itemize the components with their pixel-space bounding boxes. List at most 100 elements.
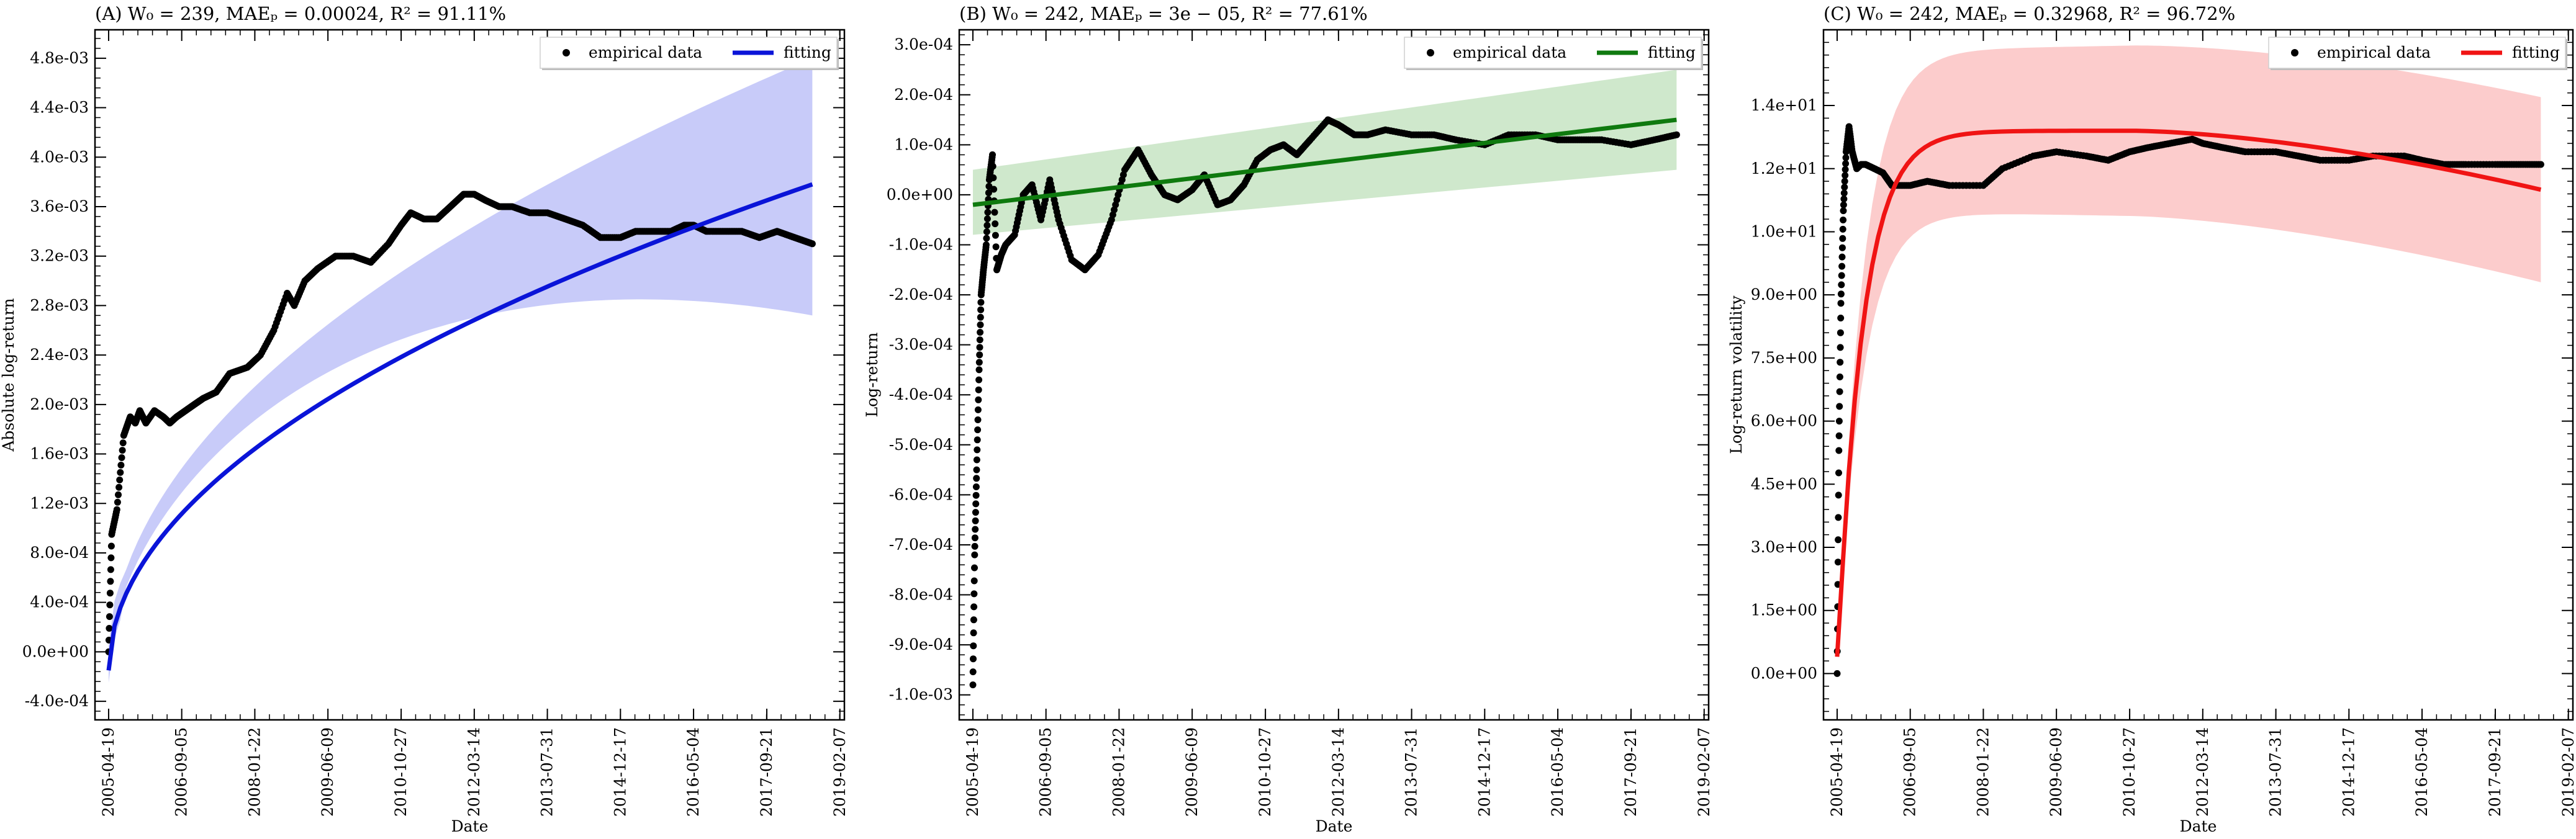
chart-2-y-tick-label: 1.5e+00: [1751, 601, 1817, 619]
chart-1-point: [971, 534, 978, 542]
chart-2-y-tick-label: 3.0e+00: [1751, 538, 1817, 556]
chart-2-point: [1835, 536, 1842, 544]
chart-0-x-tick-label: 2009-06-09: [319, 727, 337, 817]
chart-0-x-tick-label: 2008-01-22: [245, 727, 263, 817]
chart-1-point: [970, 577, 978, 585]
chart-1-point: [1673, 131, 1680, 138]
chart-2-point: [1838, 262, 1846, 270]
chart-0-y-tick-label: 4.4e-03: [30, 99, 89, 117]
chart-1-point: [974, 416, 982, 423]
chart-1-point: [970, 655, 977, 663]
chart-2-y-tick-label: 1.4e+01: [1751, 96, 1817, 114]
chart-0-point: [119, 447, 126, 454]
chart-0-y-tick-label: 4.0e-03: [30, 148, 89, 166]
chart-2-x-tick-label: 2009-06-09: [2047, 727, 2065, 817]
chart-1-y-tick-label: -4.0e-04: [889, 385, 953, 403]
chart-2-x-tick-label: 2017-09-21: [2486, 727, 2504, 817]
chart-2-y-tick-label: 9.0e+00: [1751, 285, 1817, 303]
chart-2-point: [2537, 161, 2544, 168]
chart-1-point: [970, 629, 977, 637]
chart-0-point: [107, 542, 115, 550]
chart-1-y-tick-label: 1.0e-04: [894, 135, 953, 153]
chart-0-point: [107, 554, 115, 562]
chart-0-point: [106, 590, 114, 597]
chart-1-point: [974, 406, 982, 413]
chart-2-y-tick-label: 6.0e+00: [1751, 412, 1817, 430]
chart-2-x-tick-label: 2006-09-05: [1901, 727, 1919, 817]
chart-1-point: [982, 241, 990, 248]
chart-2-point: [1837, 290, 1845, 298]
chart-2-x-tick-label: 2010-10-27: [2120, 727, 2138, 817]
chart-1-point: [975, 396, 982, 403]
chart-0-confidence-band: [108, 58, 813, 683]
chart-1-y-tick-label: 2.0e-04: [894, 86, 953, 104]
chart-0-point: [117, 469, 124, 476]
chart-1-point: [991, 209, 998, 216]
chart-2-point: [1836, 373, 1843, 380]
chart-0-point: [106, 625, 113, 632]
chart-1-point: [992, 243, 1000, 251]
chart-2-empirical-points: [1833, 123, 2544, 677]
chart-0-point: [808, 240, 816, 248]
chart-0-point: [106, 613, 113, 621]
chart-1-legend-box: [1404, 37, 1702, 69]
chart-1-point: [977, 329, 984, 336]
chart-2-x-tick-label: 2016-05-04: [2413, 727, 2431, 817]
chart-0-x-tick-label: 2017-09-21: [757, 727, 775, 817]
chart-0-legend-label-fit: fitting: [784, 43, 831, 61]
chart-1-x-tick-label: 2013-07-31: [1403, 727, 1421, 817]
chart-1-point: [977, 298, 985, 306]
chart-1-point: [983, 228, 990, 235]
chart-1-y-tick-label: -8.0e-04: [889, 586, 953, 604]
chart-0-y-tick-label: 3.2e-03: [30, 247, 89, 265]
chart-2-y-tick-label: 4.5e+00: [1751, 475, 1817, 493]
chart-0-y-tick-label: 4.0e-04: [30, 593, 89, 611]
chart-1-point: [969, 668, 977, 676]
chart-1-x-tick-label: 2006-09-05: [1037, 727, 1055, 817]
chart-2-point: [1839, 225, 1846, 233]
chart-0-y-tick-label: 2.4e-03: [30, 346, 89, 364]
chart-1-point: [974, 446, 981, 454]
chart-1-point: [983, 235, 990, 242]
chart-2-point: [1837, 329, 1844, 336]
chart-1-x-tick-label: 2005-04-19: [964, 727, 982, 817]
chart-0-y-tick-label: 0.0e+00: [22, 642, 89, 660]
chart-2-point: [1842, 172, 1849, 179]
chart-1-legend-label-empirical: empirical data: [1453, 43, 1566, 61]
chart-0-x-tick-label: 2019-02-07: [831, 727, 849, 817]
chart-2-point: [1836, 403, 1843, 410]
chart-0-x-tick-label: 2006-09-05: [173, 727, 191, 817]
chart-1-point: [973, 466, 980, 473]
chart-1-y-tick-label: -6.0e-04: [889, 485, 953, 503]
chart-1-point: [977, 313, 984, 321]
chart-1-point: [972, 517, 979, 524]
chart-2-point: [1838, 281, 1845, 289]
chart-0-point: [115, 491, 122, 498]
chart-0-point: [115, 483, 123, 491]
chart-2-y-tick-label: 1.0e+01: [1751, 222, 1817, 240]
chart-1-point: [971, 564, 978, 572]
chart-1-y-tick-label: 0.0e+00: [887, 186, 953, 204]
chart-2-point: [1842, 160, 1850, 168]
chart-0-point: [114, 498, 121, 506]
chart-2-x-tick-label: 2005-04-19: [1828, 727, 1846, 817]
chart-1-y-tick-label: -1.0e-04: [889, 235, 953, 253]
chart-2-legend-box: [2268, 37, 2566, 69]
chart-2-point: [1840, 195, 1848, 203]
chart-2-fit-line: [1835, 128, 2542, 657]
chart-2-point: [1836, 388, 1843, 395]
chart-1-point: [971, 542, 978, 550]
chart-2-point: [1837, 315, 1845, 321]
chart-0-point: [116, 476, 124, 483]
panel-b: -1.0e-03 -9.0e-04 -8.0e-04 -7.0e-04 -6.0e-04…: [863, 3, 1713, 835]
chart-0-y-tick-label: 2.0e-03: [30, 395, 89, 413]
chart-2-point: [1835, 432, 1843, 439]
chart-2-legend: empirical data fitting: [2268, 37, 2567, 70]
chart-1-title: (B) W₀ = 242, MAEₚ = 3e − 05, R² = 77.61…: [959, 3, 1368, 24]
chart-0-point: [107, 578, 114, 585]
chart-2-x-tick-label: 2014-12-17: [2339, 727, 2357, 817]
chart-2-point: [1842, 154, 1850, 161]
chart-1-point: [976, 336, 983, 344]
chart-0-x-tick-label: 2016-05-04: [684, 727, 702, 817]
